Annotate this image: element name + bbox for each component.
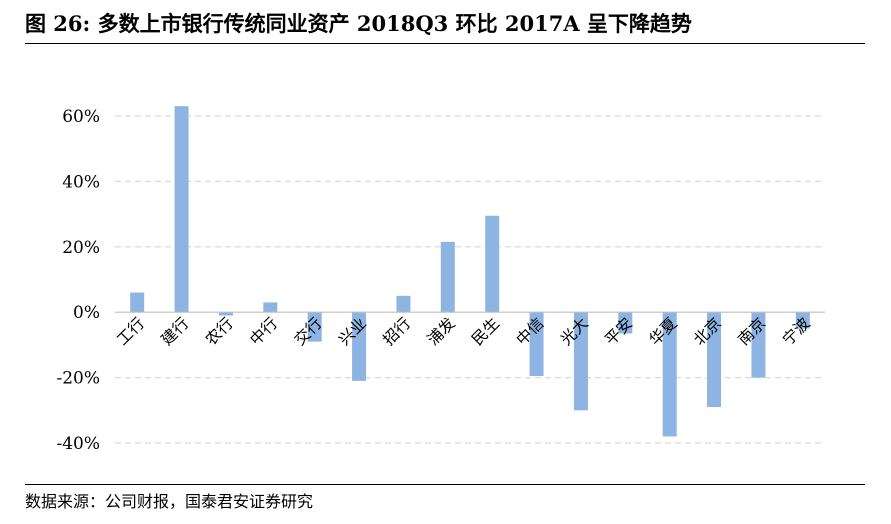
bar — [529, 312, 544, 376]
source-divider — [25, 484, 865, 485]
chart-title: 图 26: 多数上市银行传统同业资产 2018Q3 环比 2017A 呈下降趋势 — [25, 11, 692, 36]
bar — [618, 312, 633, 334]
source-note: 数据来源：公司财报，国泰君安证券研究 — [25, 492, 314, 511]
bar — [707, 312, 722, 408]
bars — [130, 106, 810, 437]
bar — [662, 312, 677, 437]
x-tick-label: 建行 — [158, 314, 193, 349]
bar — [573, 312, 588, 411]
x-tick-label: 民生 — [468, 314, 503, 349]
title-divider — [25, 43, 865, 44]
y-tick-label: 0% — [73, 303, 100, 323]
y-axis-tick-labels: -40% -20% 0% 20% 40% 60% — [56, 107, 100, 454]
x-tick-label: 招行 — [380, 314, 415, 349]
y-tick-label: 40% — [62, 172, 100, 192]
gridlines — [115, 115, 825, 444]
bar — [218, 312, 233, 316]
bar — [263, 302, 278, 313]
bar — [130, 292, 145, 313]
x-tick-label: 浦发 — [424, 314, 459, 349]
bar — [352, 312, 367, 381]
y-tick-label: -20% — [56, 369, 100, 389]
y-tick-label: -40% — [56, 434, 100, 454]
y-tick-label: 20% — [62, 238, 100, 258]
x-tick-label: 工行 — [113, 314, 148, 349]
y-tick-label: 60% — [62, 107, 100, 127]
bar — [751, 312, 766, 378]
bar — [307, 312, 322, 342]
x-tick-label: 中行 — [246, 314, 281, 349]
bar — [795, 312, 810, 329]
bar — [396, 295, 411, 313]
bar-chart: -40%-20%0%20%40%60% 工行 建行 农行 中行 交行 兴业 招行 浦发 民生 中信… — [56, 106, 825, 454]
bar — [174, 106, 189, 313]
bar — [440, 241, 455, 313]
bar — [485, 215, 500, 313]
x-tick-label: 农行 — [202, 314, 237, 349]
